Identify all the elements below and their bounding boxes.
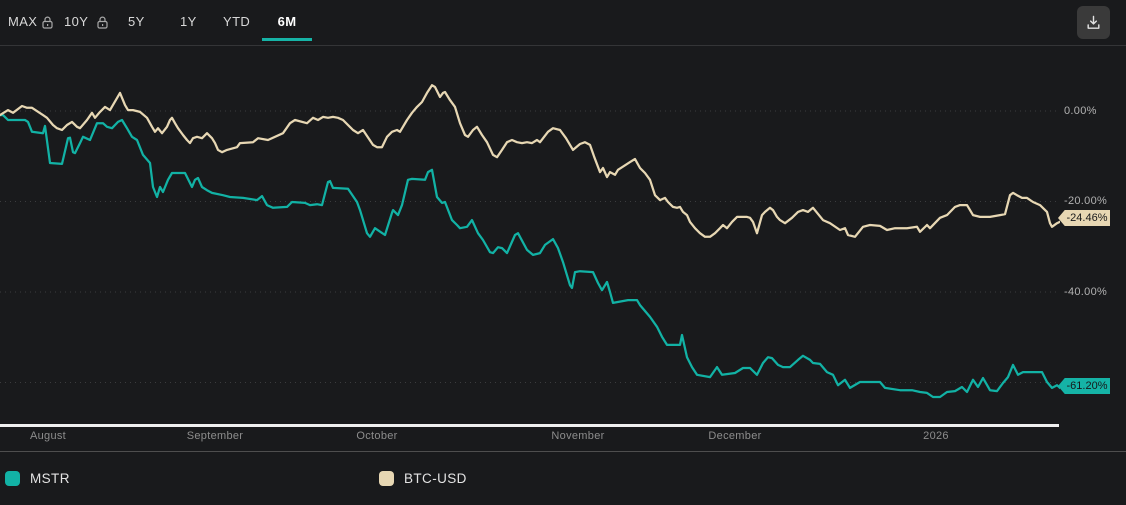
range-tab-6m-active[interactable]: 6M [262,0,312,41]
time-range-toolbar: MAX 10Y 5Y 1Y YTD 6M [0,0,1126,46]
legend-label-btc: BTC-USD [404,470,467,486]
x-axis-label-october: October [356,430,398,442]
x-axis-label-september: September [186,430,244,442]
mstr-legend-swatch-icon [5,470,20,486]
series-line-mstr [0,113,1060,399]
y-tick-label-0: 0.00% [1064,105,1097,117]
download-icon [1087,15,1100,29]
x-axis-label-august: August [29,430,67,442]
range-tab-max[interactable]: MAX [8,0,37,41]
x-axis-label-december: December [708,430,762,442]
y-tick-label-40: -40.00% [1064,286,1108,298]
btc-legend-swatch-icon [379,470,394,486]
series-line-btc-usd [0,84,1060,238]
range-tab-1y[interactable]: 1Y [180,0,197,41]
chart-plot-area[interactable] [0,0,1060,424]
mstr-last-value-badge: -61.20% [1058,378,1110,394]
x-axis-line [0,424,1059,427]
range-tab-10y[interactable]: 10Y [64,0,88,41]
range-tab-ytd[interactable]: YTD [223,0,250,41]
x-axis-label-november: November [551,430,605,442]
download-button[interactable] [1077,6,1110,39]
lock-icon [42,16,53,29]
y-tick-label-20: -20.00% [1064,195,1108,207]
x-axis-label-2026: 2026 [923,430,949,442]
separator-line [0,451,1126,452]
legend-label-mstr: MSTR [30,470,70,486]
lock-icon [97,16,108,29]
range-tab-5y[interactable]: 5Y [128,0,145,41]
chart-svg [0,84,1060,399]
legend-item-btc[interactable]: BTC-USD [379,468,467,488]
btc-last-value-badge: -24.46% [1058,210,1110,226]
legend-item-mstr[interactable]: MSTR [5,468,70,488]
